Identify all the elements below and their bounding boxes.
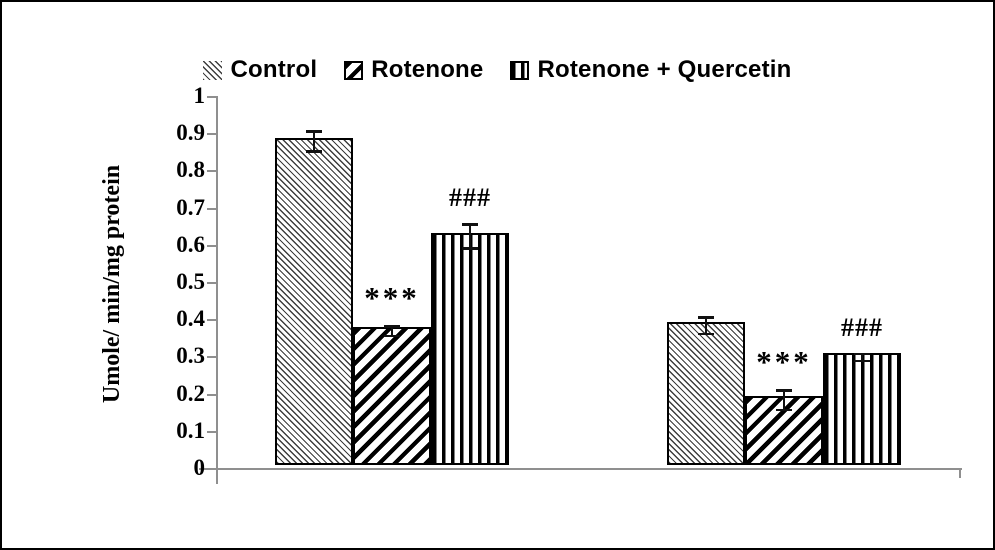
y-tick-label: 0.9 <box>176 120 205 146</box>
error-bar-cap-bottom <box>384 334 400 338</box>
error-bar-cap-top <box>306 130 322 133</box>
error-bar <box>384 325 400 338</box>
error-bar-cap-top <box>698 316 714 319</box>
y-tick-mark <box>207 430 217 433</box>
bar-control-group1 <box>275 137 353 465</box>
y-tick-label: 0.5 <box>176 268 205 294</box>
y-tick-mark <box>207 356 217 359</box>
y-tick-label: 0.2 <box>176 380 205 406</box>
chart-legend: Control Rotenone Rotenone + Quercetin <box>2 56 993 84</box>
wide-diagonal-up-hatch-swatch-icon <box>344 60 364 80</box>
error-bar <box>854 352 870 363</box>
y-tick-label: 1 <box>193 82 206 108</box>
x-axis-end-tick <box>959 468 961 478</box>
y-tick-mark <box>207 468 217 470</box>
y-tick-mark <box>207 133 217 136</box>
y-tick-label: 0.4 <box>176 306 205 332</box>
error-bar <box>698 316 714 336</box>
error-bar-cap-bottom <box>854 359 870 363</box>
y-tick-mark <box>207 207 217 210</box>
y-tick-label: 0.8 <box>176 157 205 183</box>
error-bar-stem <box>705 316 707 336</box>
error-bar-cap-top <box>462 223 478 226</box>
y-tick-label: 0.1 <box>176 417 205 443</box>
bar-control-group2 <box>667 321 745 465</box>
y-tick-mark <box>207 244 217 247</box>
error-bar-cap-bottom <box>776 408 792 412</box>
bar-rotenone-group1 <box>353 327 431 465</box>
error-bar-stem <box>469 223 471 250</box>
y-tick-label: 0.7 <box>176 194 205 220</box>
y-tick-label: 0.6 <box>176 231 205 257</box>
error-bar-stem <box>783 389 785 412</box>
vertical-stripe-hatch-swatch-icon <box>510 60 530 80</box>
error-bar <box>776 389 792 412</box>
significance-hashes: ### <box>449 183 491 213</box>
error-bar-cap-bottom <box>698 332 714 336</box>
error-bar-cap-top <box>384 325 400 328</box>
significance-stars: *** <box>364 280 420 316</box>
error-bar-stem <box>861 352 863 363</box>
y-tick-mark <box>207 319 217 322</box>
error-bar-cap-bottom <box>462 247 478 250</box>
significance-stars: *** <box>756 344 812 380</box>
bar-rotenone-quercetin-group1 <box>431 232 509 465</box>
legend-label: Control <box>230 56 318 83</box>
y-tick-mark <box>207 96 217 98</box>
legend-item-rotenone-quercetin: Rotenone + Quercetin <box>510 56 791 84</box>
legend-item-control: Control <box>203 56 317 84</box>
y-tick-mark <box>207 170 217 173</box>
y-tick-mark <box>207 393 217 396</box>
error-bar-cap-top <box>854 352 870 356</box>
y-tick-label: 0 <box>193 454 206 480</box>
error-bar-stem <box>313 130 315 153</box>
error-bar-cap-bottom <box>306 150 322 153</box>
y-tick-mark <box>207 282 217 284</box>
significance-hashes: ### <box>841 312 883 342</box>
y-tick-label: 0.3 <box>176 343 205 369</box>
error-bar <box>306 130 322 153</box>
bar-rotenone-quercetin-group2 <box>823 353 901 465</box>
legend-label: Rotenone <box>371 56 484 83</box>
fine-diagonal-down-hatch-swatch-icon <box>203 60 223 80</box>
legend-item-rotenone: Rotenone <box>344 56 483 84</box>
error-bar-stem <box>391 325 393 338</box>
legend-label: Rotenone + Quercetin <box>537 56 792 83</box>
error-bar-cap-top <box>776 389 792 392</box>
error-bar <box>462 223 478 250</box>
y-axis-line <box>216 96 218 484</box>
x-axis-line <box>199 468 962 470</box>
